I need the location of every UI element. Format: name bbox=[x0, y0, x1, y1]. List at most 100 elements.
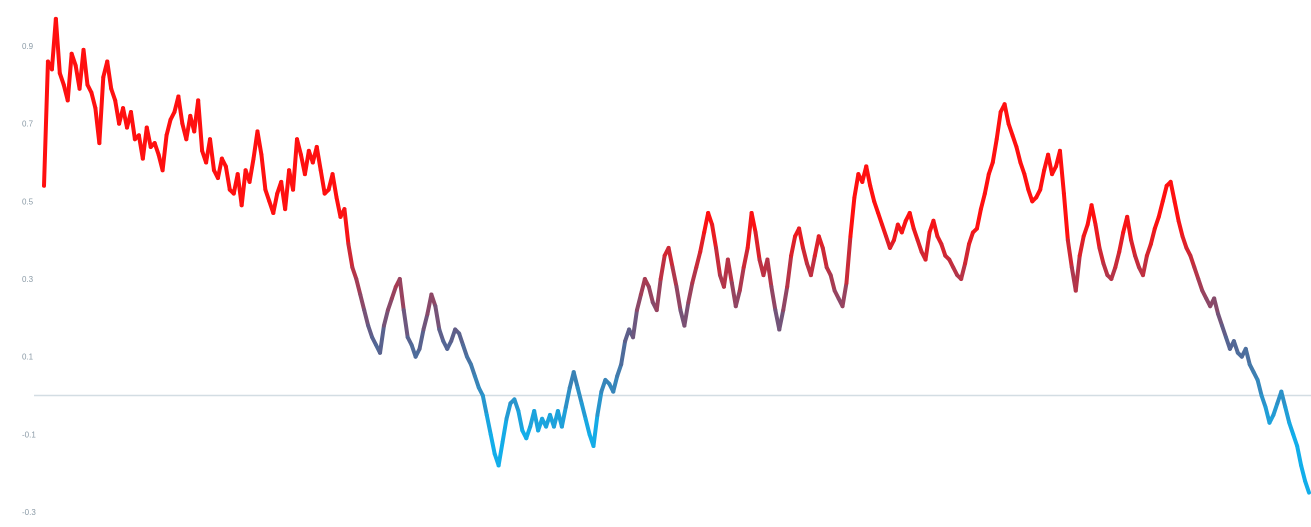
series-line-segment bbox=[461, 343, 469, 359]
series-line-segment bbox=[109, 86, 118, 103]
series-line-segment bbox=[381, 308, 390, 328]
y-tick-label: 0.3 bbox=[22, 275, 34, 284]
series-line-segment bbox=[785, 253, 794, 289]
series-line-segment bbox=[334, 195, 343, 219]
series-line-segment bbox=[571, 370, 580, 390]
series-line-segment bbox=[1220, 323, 1228, 340]
series-line-segment bbox=[366, 323, 375, 340]
series-line-segment bbox=[57, 71, 66, 87]
series-line-segment bbox=[350, 265, 359, 281]
series-line-segment bbox=[354, 277, 363, 297]
series-line-segment bbox=[385, 296, 394, 313]
series-line-segment bbox=[504, 401, 513, 421]
series-line-segment bbox=[974, 207, 983, 231]
series-line-segment bbox=[619, 339, 628, 367]
series-line-segment bbox=[781, 284, 790, 313]
y-tick-label: 0.1 bbox=[22, 353, 34, 362]
series-line-segment bbox=[698, 230, 707, 254]
series-line-segment bbox=[1160, 183, 1169, 204]
series-line-segment bbox=[967, 230, 975, 247]
series-line-segment bbox=[488, 432, 497, 456]
series-line-segment bbox=[152, 141, 161, 157]
series-line-segment bbox=[176, 94, 185, 126]
series-line-segment bbox=[789, 234, 798, 258]
series-line-segment bbox=[749, 210, 758, 235]
series-line-segment bbox=[583, 416, 592, 437]
series-line-segment bbox=[595, 389, 604, 417]
series-line-segment bbox=[753, 230, 762, 262]
series-line-segment bbox=[1291, 432, 1300, 448]
series-line-segment bbox=[591, 412, 600, 448]
series-line-segment bbox=[81, 47, 90, 87]
series-line-segment bbox=[1006, 121, 1015, 138]
series-line-segment bbox=[654, 277, 663, 313]
series-line-segment bbox=[939, 242, 948, 258]
series-line-segment bbox=[959, 261, 968, 281]
series-line-segment bbox=[848, 195, 857, 239]
y-tick-label: -0.3 bbox=[22, 508, 36, 517]
series-line-segment bbox=[1259, 393, 1268, 410]
series-line-segment bbox=[741, 245, 750, 270]
series-line-segment bbox=[271, 191, 280, 215]
series-line-segment bbox=[1188, 253, 1197, 270]
series-line-segment bbox=[1109, 265, 1118, 281]
series-line-segment bbox=[864, 164, 873, 188]
series-line-segment bbox=[1176, 218, 1185, 239]
series-line-segment bbox=[263, 187, 272, 204]
series-line-segment bbox=[1133, 253, 1142, 270]
series-line-segment bbox=[690, 265, 699, 285]
series-line-segment bbox=[1231, 339, 1240, 355]
series-line-segment bbox=[706, 210, 715, 227]
series-line-segment bbox=[164, 117, 173, 138]
series-line-segment bbox=[42, 59, 50, 188]
series-line-segment bbox=[484, 412, 493, 437]
series-line-segment bbox=[797, 226, 805, 250]
series-line bbox=[42, 16, 1311, 495]
series-line-segment bbox=[777, 308, 786, 332]
series-line-segment bbox=[686, 280, 695, 305]
series-line-segment bbox=[1172, 199, 1181, 223]
series-line-segment bbox=[358, 292, 367, 313]
series-line-segment bbox=[239, 168, 248, 208]
series-line-segment bbox=[1216, 311, 1225, 328]
series-line-segment bbox=[868, 183, 877, 204]
series-line-segment bbox=[496, 440, 505, 468]
series-line-segment bbox=[223, 164, 232, 192]
series-line-segment bbox=[421, 311, 430, 332]
series-line-segment bbox=[907, 210, 916, 231]
series-line-segment bbox=[646, 284, 655, 305]
series-line-segment bbox=[986, 160, 995, 177]
series-line-segment bbox=[437, 327, 446, 344]
series-line-segment bbox=[346, 242, 355, 270]
series-line-segment bbox=[670, 265, 679, 289]
series-line-segment bbox=[429, 292, 438, 309]
series-line-segment bbox=[1271, 401, 1280, 417]
series-line-segment bbox=[765, 257, 774, 289]
series-line-segment bbox=[1144, 242, 1153, 258]
series-line-segment bbox=[53, 16, 62, 76]
series-line-segment bbox=[931, 218, 940, 239]
series-line-segment bbox=[500, 416, 509, 445]
series-line-segment bbox=[1243, 346, 1252, 367]
series-line-segment bbox=[1287, 420, 1296, 437]
series-line-segment bbox=[457, 331, 466, 348]
series-line-segment bbox=[215, 156, 224, 181]
series-line-segment bbox=[615, 362, 624, 379]
series-line-segment bbox=[318, 168, 327, 196]
series-line-segment bbox=[1283, 405, 1292, 425]
series-line-segment bbox=[208, 137, 216, 173]
series-line-segment bbox=[160, 133, 169, 173]
series-line-segment bbox=[852, 172, 861, 200]
series-line-segment bbox=[1140, 253, 1149, 278]
series-line-segment bbox=[1097, 245, 1106, 266]
series-line-segment bbox=[1002, 102, 1011, 126]
series-line-segment bbox=[1303, 478, 1311, 495]
y-tick-labels: 0.9 0.7 0.5 0.3 0.1 -0.1 -0.3 bbox=[22, 42, 36, 517]
series-line-segment bbox=[1101, 261, 1110, 278]
series-line-segment bbox=[105, 59, 114, 91]
series-line-segment bbox=[915, 238, 924, 254]
series-line-segment bbox=[714, 245, 722, 278]
series-line-segment bbox=[512, 397, 521, 414]
series-line-segment bbox=[472, 374, 481, 390]
